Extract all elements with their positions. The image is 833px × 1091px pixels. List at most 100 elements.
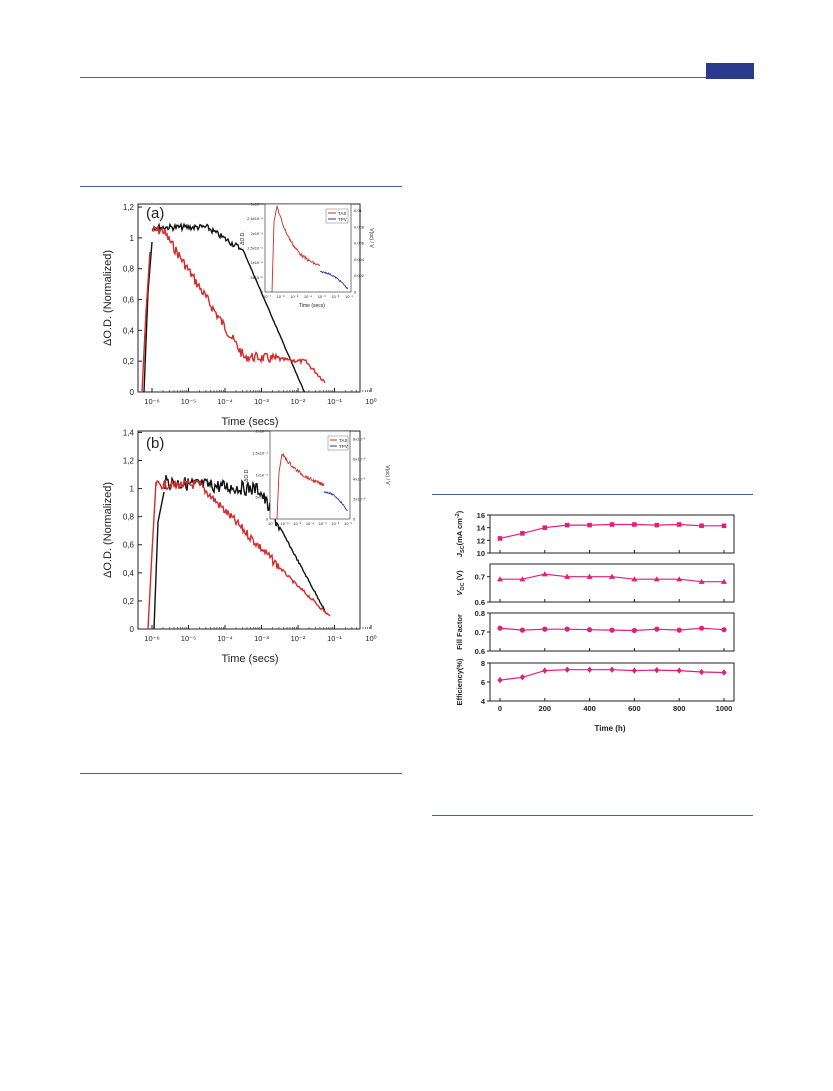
- figure1-top-rule: [80, 186, 402, 187]
- figure-transient-absorption: (a) ΔO.D. (Normalized) Time (secs) 0 0,2 0…: [102, 202, 390, 666]
- legend-tas-label: TAS: [338, 211, 346, 216]
- stability-data-point: [587, 627, 593, 633]
- y-tick-label: 0,2: [123, 597, 135, 606]
- stability-data-point: [654, 626, 660, 632]
- stability-y-axis-label: Efficiency(%): [455, 658, 464, 706]
- stability-data-point: [564, 626, 570, 632]
- panel-b-inset-tas-trace: [276, 452, 325, 520]
- stability-data-point: [653, 576, 660, 582]
- inset-x-tick-label: 10⁻⁶: [277, 294, 286, 299]
- stability-y-tick-label: 0.7: [475, 628, 485, 637]
- stability-data-point: [520, 531, 525, 536]
- stability-panel-frame: [489, 514, 735, 554]
- inset-y-tick-label: 0: [261, 290, 264, 295]
- inset-y-tick-label: 1.5x10⁻⁴: [252, 451, 268, 456]
- stability-x-tick-label: 200: [539, 704, 552, 713]
- figure2-bottom-rule: [432, 815, 753, 816]
- stability-data-point: [654, 666, 660, 674]
- panel-a-frame: [137, 203, 361, 393]
- stability-x-tick-label: 800: [673, 704, 686, 713]
- stability-data-point: [586, 573, 593, 579]
- panel-a-inset-y-label: ΔO.D.: [240, 231, 246, 245]
- y-tick-label: 0,6: [123, 541, 135, 550]
- x-tick-label: 10⁰: [365, 634, 376, 643]
- panel-b-y-axis-label: ΔO.D. (Normalized): [102, 482, 114, 578]
- stability-data-point: [587, 522, 592, 528]
- stability-data-point: [587, 666, 593, 673]
- inset-y2-tick-label: 4x10⁻³: [353, 477, 366, 482]
- stability-data-point: [497, 576, 503, 582]
- inset-y2-tick-label: 0.01: [354, 208, 363, 213]
- stability-x-tick-label: 1000: [716, 704, 733, 713]
- panel-a-inset-y2-label: V(oc) / V: [368, 228, 374, 248]
- panel-b: (b) ΔO.D. (Normalized) Time (secs) 0 0,2 0…: [102, 428, 390, 665]
- x-tick-label: 10⁻²: [291, 634, 306, 643]
- stability-data-point: [609, 522, 615, 527]
- y-tick-label: 1,4: [123, 428, 135, 437]
- stability-y-axis-label: JSC(mA cm-2): [455, 510, 466, 557]
- inset-x-tick-label: 10⁻¹: [344, 521, 353, 526]
- legend-tpv-label: TPV: [339, 444, 348, 449]
- stability-data-point: [631, 627, 637, 634]
- x-tick-label: 10⁻¹: [327, 397, 342, 406]
- stability-data-point: [699, 668, 705, 676]
- panel-b-inset-y2-label: V(oc) / V: [384, 465, 390, 485]
- y-tick-label: 0,4: [123, 569, 135, 578]
- stability-data-point: [698, 578, 705, 584]
- inset-y2-tick-label: 0.004: [354, 257, 365, 262]
- stability-y-tick-label: 10: [477, 549, 485, 558]
- legend-tas-label: TAS: [339, 438, 347, 443]
- panel-a-label: (a): [146, 205, 164, 222]
- stability-data-point: [632, 522, 637, 527]
- stability-y-tick-label: 0.6: [475, 598, 485, 607]
- inset-y-tick-label: 5x10⁻⁵: [256, 495, 269, 500]
- page-header-tab: [706, 63, 754, 79]
- y-tick-label: 1,2: [123, 456, 135, 465]
- x-tick-label: 10⁻⁶: [144, 634, 159, 643]
- stability-x-tick-label: 400: [583, 704, 596, 713]
- x-tick-label: 10⁻³: [254, 634, 269, 643]
- panel-b-label: (b): [146, 435, 164, 452]
- panel-a-inset-tas-trace: [271, 205, 321, 293]
- inset-y-tick-label: 1x10⁻⁴: [250, 260, 263, 265]
- stability-data-point: [519, 627, 525, 633]
- stability-y-tick-label: 6: [481, 678, 485, 687]
- stability-data-point: [631, 576, 638, 582]
- inset-y2-tick-label: 0.002: [354, 273, 365, 278]
- stability-y-axis-label: VOC (V): [455, 570, 466, 596]
- panel-a-inset-tpv-trace: [319, 270, 349, 290]
- stability-data-point: [676, 522, 682, 527]
- stability-x-axis-label: Time (h): [595, 724, 626, 733]
- stability-data-point: [721, 578, 727, 584]
- inset-y-tick-label: 2x10⁻⁴: [255, 429, 268, 434]
- inset-y2-tick-label: 0.008: [354, 224, 365, 229]
- stability-y-tick-label: 0.8: [475, 609, 485, 618]
- inset-y2-tick-label: 0.006: [354, 241, 365, 246]
- inset-y-tick-label: 1.5x10⁻⁴: [247, 246, 263, 251]
- stability-data-point: [564, 573, 571, 579]
- header-rule: [80, 77, 753, 78]
- stability-y-tick-label: 0.7: [475, 573, 485, 582]
- y-tick-label: 0: [130, 625, 135, 634]
- inset-x-tick-label: 10⁻²: [331, 294, 340, 299]
- inset-x-tick-label: 10⁻⁷: [263, 294, 272, 299]
- inset-x-tick-label: 10⁻⁷: [268, 521, 277, 526]
- figure2-top-rule: [432, 494, 753, 495]
- stability-data-point: [609, 573, 615, 579]
- stability-data-point: [542, 626, 548, 632]
- inset-y-tick-label: 2x10⁻⁴: [250, 231, 263, 236]
- panel-b-frame: [137, 430, 361, 630]
- stability-data-point: [564, 522, 570, 528]
- y-tick-label: 0,4: [123, 326, 135, 335]
- stability-data-point: [542, 667, 548, 674]
- stability-data-point: [609, 627, 615, 633]
- stability-y-tick-label: 12: [477, 536, 485, 545]
- inset-y-tick-label: 5x10⁻⁵: [251, 275, 264, 280]
- stability-panel-frame: [489, 563, 735, 603]
- panel-a-inset-x-label: Time (secs): [299, 303, 325, 309]
- figure-device-stability-chart: 10 12 14 16 JSC(mA cm-2) 0.6 0.7 VOC (V) 0.6 0.7 0…: [455, 510, 735, 733]
- stability-data-point: [497, 676, 503, 684]
- y-tick-label: 0: [130, 388, 135, 397]
- inset-y2-tick-label: 8x10⁻³: [353, 437, 366, 442]
- stability-data-point: [564, 666, 570, 673]
